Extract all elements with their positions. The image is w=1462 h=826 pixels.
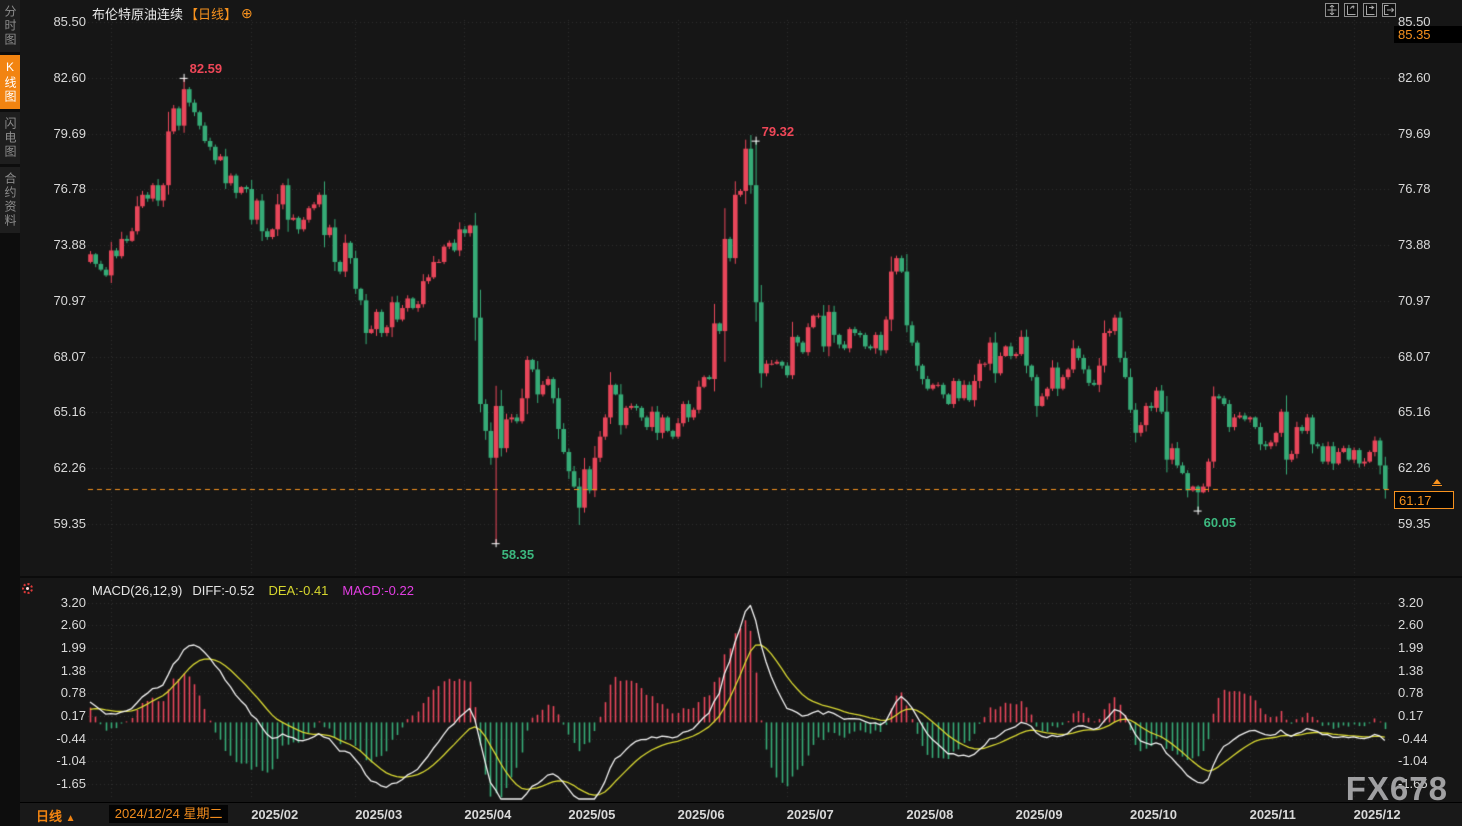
high-annotation: 79.32 [761, 123, 795, 139]
macd-tick-label: 2.60 [1398, 617, 1424, 633]
macd-tick-label: 0.78 [1398, 685, 1424, 701]
month-tick-label: 2025/04 [464, 807, 512, 822]
month-tick-label: 2025/12 [1353, 807, 1401, 822]
macd-tick-label: 3.20 [60, 594, 86, 610]
price-tick-label: 68.07 [1398, 348, 1431, 364]
settings-icon[interactable]: ⊕ [241, 5, 253, 21]
macd-tick-label: -1.65 [56, 775, 86, 791]
macd-name-label: MACD(26,12,9) [92, 583, 183, 598]
price-tick-label: 76.78 [53, 181, 86, 197]
macd-tick-label: -1.04 [56, 753, 86, 769]
axis-zoom-icon[interactable] [1344, 3, 1358, 17]
macd-tick-label: -1.04 [1398, 753, 1428, 769]
macd-header: MACD(26,12,9) DIFF:-0.52 DEA:-0.41 MACD:… [92, 583, 414, 598]
month-tick-label: 2025/10 [1130, 807, 1177, 822]
macd-tick-label: 2.60 [60, 617, 86, 633]
price-tick-label: 62.26 [1398, 460, 1431, 476]
price-tick-label: 65.16 [1398, 404, 1431, 420]
macd-tick-label: 0.17 [60, 708, 86, 724]
price-tick-label: 65.16 [53, 404, 86, 420]
macd-tick-label: -1.65 [1398, 775, 1428, 791]
price-tick-label: 59.35 [1398, 516, 1431, 531]
time-axis-bar [0, 802, 1462, 826]
price-tick-label: 59.35 [53, 516, 86, 531]
pinned-high-price-label: 85.35 [1394, 26, 1462, 43]
macd-dea-value: DEA:-0.41 [268, 583, 329, 598]
sidebar-tab-flash[interactable]: 闪电图 [0, 112, 20, 164]
macd-tick-label: 3.20 [1398, 594, 1424, 610]
first-date-label: 2024/12/24 星期二 [108, 805, 229, 823]
price-tick-label: 73.88 [53, 237, 86, 253]
month-tick-label: 2025/08 [906, 807, 954, 822]
macd-bar-value: MACD:-0.22 [342, 583, 414, 598]
sidebar-tab-kline[interactable]: K线图 [0, 55, 20, 109]
sidebar: 分时图 K线图 闪电图 合约资料 [0, 0, 20, 826]
month-tick-label: 2025/05 [568, 807, 616, 822]
price-tick-label: 70.97 [1398, 292, 1431, 308]
chart-title-bar: 布伦特原油连续 【日线】 ⊕ [92, 4, 253, 23]
month-tick-label: 2025/06 [677, 807, 725, 822]
macd-tick-label: -0.44 [1398, 730, 1428, 746]
price-tick-label: 62.26 [53, 460, 86, 476]
current-price-arrow-icon [1432, 479, 1442, 487]
high-annotation: 82.59 [189, 60, 223, 76]
price-tick-label: 73.88 [1398, 237, 1431, 253]
macd-tick-label: -0.44 [56, 730, 86, 746]
macd-tick-label: 1.38 [1398, 662, 1424, 678]
macd-tick-label: 1.99 [1398, 640, 1424, 656]
chevron-up-icon: ▲ [65, 813, 76, 824]
price-tick-label: 85.50 [1398, 14, 1431, 29]
price-tick-label: 76.78 [1398, 181, 1431, 197]
macd-tick-label: 0.17 [1398, 708, 1424, 724]
period-tag: 【日线】 [185, 7, 238, 22]
price-tick-label: 70.97 [53, 292, 86, 308]
period-selector[interactable]: 日线 ▲ [36, 809, 76, 824]
sidebar-tab-timeshare[interactable]: 分时图 [0, 0, 20, 52]
macd-tick-label: 1.99 [60, 640, 86, 656]
indicator-settings-icon[interactable] [22, 583, 33, 594]
price-tick-label: 79.69 [1398, 125, 1431, 141]
macd-diff-value: DIFF:-0.52 [192, 583, 255, 598]
month-tick-label: 2025/03 [355, 807, 403, 822]
price-tick-label: 68.07 [53, 348, 86, 364]
exit-icon[interactable] [1382, 3, 1396, 17]
low-annotation: 58.35 [501, 547, 535, 563]
current-price-label: 61.17 [1394, 491, 1454, 510]
price-tick-label: 82.60 [1398, 69, 1431, 85]
month-tick-label: 2025/02 [251, 807, 299, 822]
month-tick-label: 2025/07 [786, 807, 834, 822]
macd-tick-label: 1.38 [60, 662, 86, 678]
price-tick-label: 82.60 [53, 69, 86, 85]
price-tick-label: 79.69 [53, 125, 86, 141]
axis-scale-icon[interactable] [1363, 3, 1377, 17]
month-tick-label: 2025/09 [1015, 807, 1063, 822]
price-tick-label: 85.50 [53, 14, 86, 29]
month-tick-label: 2025/11 [1249, 807, 1296, 822]
low-annotation: 60.05 [1203, 514, 1237, 530]
sidebar-tab-contract-info[interactable]: 合约资料 [0, 167, 20, 233]
chart-toolbar [1325, 3, 1396, 17]
move-icon[interactable] [1325, 3, 1339, 17]
panel-divider [20, 576, 1462, 578]
macd-tick-label: 0.78 [60, 685, 86, 701]
symbol-title: 布伦特原油连续 [92, 7, 184, 22]
